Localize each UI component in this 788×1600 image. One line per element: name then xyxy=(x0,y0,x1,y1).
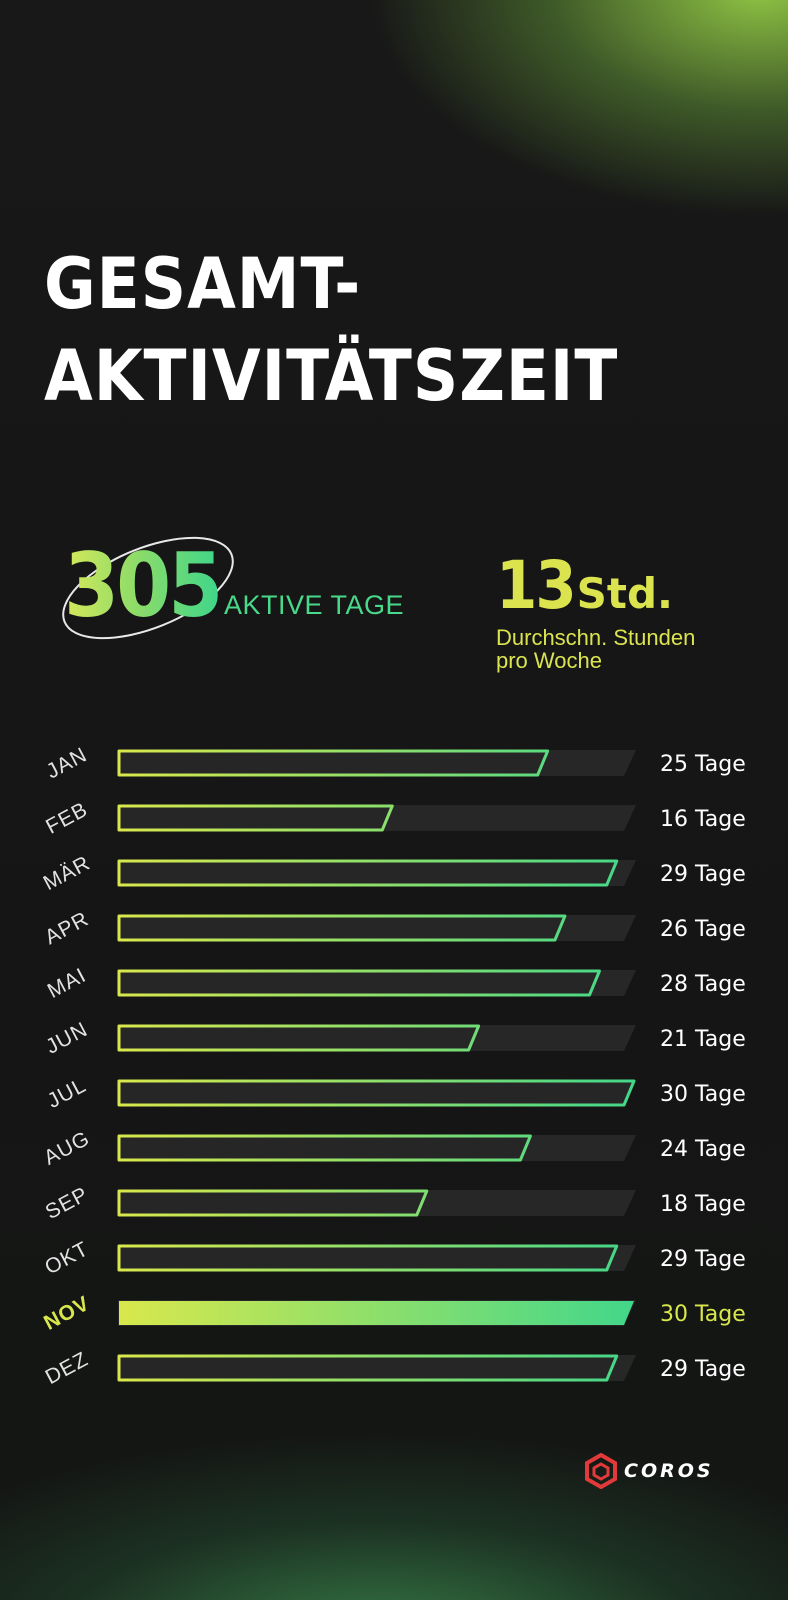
value-label: 28 Tage xyxy=(660,972,746,997)
month-label: AUG xyxy=(40,1127,94,1170)
month-label: SEP xyxy=(42,1183,93,1224)
value-label: 30 Tage xyxy=(660,1302,746,1327)
month-label: JUL xyxy=(44,1074,90,1113)
value-label: 29 Tage xyxy=(660,1247,746,1272)
title-line-2: AKTIVITÄTSZEIT xyxy=(44,335,619,417)
active-days-label: AKTIVE TAGE xyxy=(224,590,405,620)
value-label: 25 Tage xyxy=(660,752,746,777)
month-label: NOV xyxy=(40,1292,94,1335)
avg-hours-description-line-2: pro Woche xyxy=(496,648,602,673)
month-label: MÄR xyxy=(40,851,95,895)
bar xyxy=(117,1134,532,1162)
avg-hours-value: 13 xyxy=(496,547,577,624)
bar xyxy=(117,1079,636,1107)
value-label: 29 Tage xyxy=(660,1357,746,1382)
monthly-activity-chart: JAN 25 Tage FEB 16 Tage MÄR 29 Tage APR 26 Tage… xyxy=(40,743,746,1389)
value-label: 24 Tage xyxy=(660,1137,746,1162)
avg-hours-description: Durchschn. Stunden pro Woche xyxy=(496,626,776,672)
value-label: 29 Tage xyxy=(660,862,746,887)
value-label: 16 Tage xyxy=(660,807,746,832)
month-label: FEB xyxy=(42,798,92,839)
brand-logo: COROS xyxy=(584,1452,734,1490)
bar xyxy=(117,749,550,777)
hexagon-logo-icon xyxy=(585,1453,617,1489)
month-label: JAN xyxy=(43,743,91,783)
bar xyxy=(117,859,619,887)
bar xyxy=(117,1244,619,1272)
month-label: DEZ xyxy=(42,1348,93,1389)
brand-logo-text: COROS xyxy=(624,1460,714,1482)
month-label: JUN xyxy=(42,1018,92,1059)
avg-hours-stat: 13 Std. Durchschn. Stunden pro Woche xyxy=(496,547,786,673)
avg-hours-unit: Std. xyxy=(576,569,673,618)
ellipse-icon xyxy=(62,536,234,640)
bar xyxy=(117,969,601,997)
month-label: OKT xyxy=(41,1237,93,1279)
bar xyxy=(117,1024,481,1052)
avg-hours-description-line-1: Durchschn. Stunden xyxy=(496,625,696,650)
month-label: APR xyxy=(41,907,93,949)
active-days-stat: 305 AKTIVE TAGE xyxy=(52,518,432,648)
bar xyxy=(117,1189,429,1217)
page-title: GESAMT- AKTIVITÄTSZEIT xyxy=(44,238,744,422)
active-days-value: 305 xyxy=(64,534,223,637)
bar xyxy=(117,804,394,832)
bar xyxy=(119,1301,634,1325)
bar xyxy=(117,1354,619,1382)
value-label: 30 Tage xyxy=(660,1082,746,1107)
bar xyxy=(117,914,567,942)
title-line-1: GESAMT- xyxy=(44,243,362,325)
month-label: MAI xyxy=(44,964,90,1003)
value-label: 21 Tage xyxy=(660,1027,746,1052)
value-label: 26 Tage xyxy=(660,917,746,942)
value-label: 18 Tage xyxy=(660,1192,746,1217)
